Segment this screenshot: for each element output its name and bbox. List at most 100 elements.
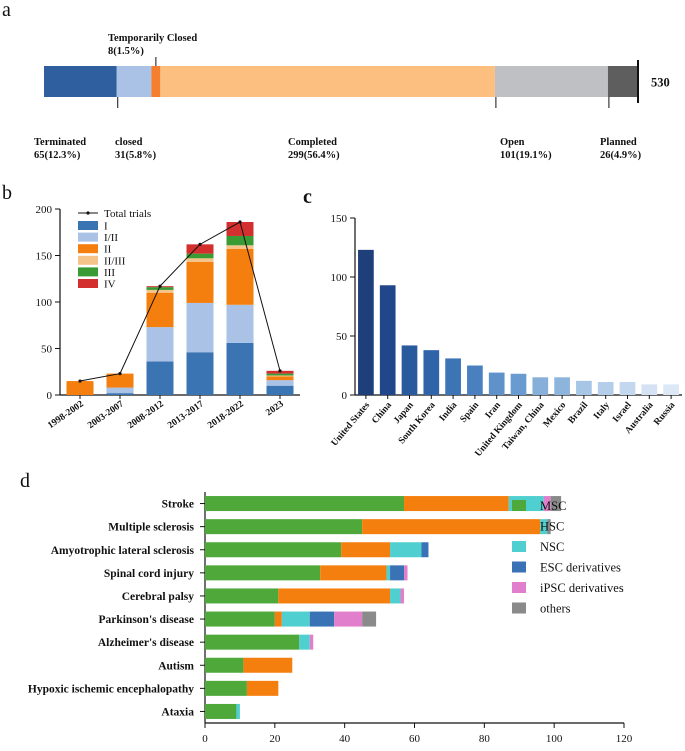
total-trials-point (118, 372, 122, 376)
bar-hsc-spinal-cord-injury (320, 565, 387, 581)
bar-i-ii-2008-2012 (146, 327, 174, 362)
legend-label: Total trials (104, 208, 151, 220)
legend-swatch-ipsc-derivatives (512, 582, 526, 593)
bar-iii-2008-2012 (146, 287, 174, 290)
x-tick-label: China (370, 400, 394, 426)
x-tick-label: 1998-2002 (46, 399, 86, 431)
y-tick-label: 0 (342, 390, 348, 402)
bar-msc-cerebral-palsy (205, 588, 279, 604)
bar-ii-2018-2022 (226, 248, 254, 305)
bar-south-korea (423, 350, 440, 395)
bar-ii-2013-2017 (186, 262, 214, 303)
legend-swatch-nsc (512, 541, 526, 552)
bar-ipsc-derivatives-alzheimer-s-disease (309, 634, 314, 650)
bar-nsc-spinal-cord-injury (386, 565, 391, 581)
bar-segment-open (494, 66, 608, 97)
bar-msc-multiple-sclerosis (205, 519, 363, 535)
x-tick-label: India (438, 400, 460, 423)
bar-msc-autism (205, 657, 244, 673)
bar-esc-derivatives-parkinson-s-disease (309, 611, 335, 627)
bar-spain (467, 365, 483, 395)
x-tick-label: 2023 (264, 399, 286, 418)
bar-segment-closed (116, 66, 152, 97)
bar-china (379, 285, 396, 395)
y-tick-label: 200 (36, 204, 53, 216)
bar-ipsc-derivatives-parkinson-s-disease (334, 611, 363, 627)
bar-ii-2003-2007 (106, 373, 134, 388)
y-tick-label: 50 (336, 331, 348, 343)
bar-msc-stroke (205, 496, 405, 512)
x-tick-label: Italy (592, 400, 612, 421)
bar-ii-iii-2023 (266, 375, 294, 377)
legend-label: IV (104, 279, 116, 291)
y-tick-label: Autism (158, 660, 194, 672)
bar-others-parkinson-s-disease (362, 611, 377, 627)
total-label: 530 (651, 76, 670, 90)
bar-nsc-cerebral-palsy (390, 588, 401, 604)
bar-ipsc-derivatives-cerebral-palsy (400, 588, 405, 604)
segment-label-value: 26(4.9%) (600, 150, 642, 161)
x-tick-label: Brazil (567, 400, 591, 426)
total-trials-point (278, 369, 282, 373)
bar-nsc-ataxia (236, 703, 240, 719)
x-tick-label: 100 (546, 733, 563, 745)
bar-segment-completed (160, 66, 495, 97)
bar-i-ii-2003-2007 (106, 387, 134, 394)
bar-nsc-parkinson-s-disease (281, 611, 310, 627)
bar-hsc-multiple-sclerosis (362, 519, 541, 535)
legend-label: I/II (104, 232, 118, 244)
panel-d-letter: d (20, 470, 30, 492)
bar-russia (663, 384, 679, 395)
legend-swatch-hsc (512, 520, 526, 532)
total-trials-point (238, 220, 242, 224)
bar-i-2018-2022 (226, 342, 254, 395)
segment-label-value: 65(12.3%) (34, 150, 81, 161)
legend-label: iPSC derivatives (540, 581, 624, 595)
bar-msc-alzheimer-s-disease (205, 634, 300, 650)
y-tick-label: 100 (331, 272, 348, 284)
bar-japan (401, 345, 418, 395)
bar-msc-parkinson-s-disease (205, 611, 275, 627)
total-trials-line (79, 221, 281, 382)
panel-c-letter: c (303, 186, 312, 208)
total-trials-point (78, 379, 82, 383)
bar-i-2013-2017 (186, 352, 214, 395)
legend-label: ESC derivatives (540, 561, 621, 575)
bar-iv-2018-2022 (226, 222, 254, 236)
bar-msc-hypoxic-ischemic-encephalopathy (205, 680, 247, 696)
y-tick-label: Hypoxic ischemic encephalopathy (28, 683, 194, 695)
bar-israel (619, 382, 636, 395)
bar-india (445, 358, 461, 395)
bar-iran (488, 372, 505, 395)
legend-label: II (104, 244, 112, 256)
x-tick-label: Iran (484, 400, 504, 421)
y-tick-label: Amyotrophic lateral sclerosis (51, 545, 195, 557)
x-tick-label: 40 (339, 733, 351, 745)
x-tick-label: 20 (269, 733, 281, 745)
total-trials-point (198, 242, 202, 246)
legend-swatch-iii (78, 267, 98, 277)
panel-b-letter: b (2, 182, 12, 204)
x-tick-label: United States (330, 400, 373, 448)
bar-i-ii-2023 (266, 380, 294, 386)
bar-ii-2008-2012 (146, 292, 174, 328)
x-tick-label: 2018-2022 (206, 399, 246, 431)
bar-nsc-alzheimer-s-disease (299, 634, 310, 650)
bar-iii-2018-2022 (226, 235, 254, 246)
legend-label: II/III (104, 255, 126, 267)
bar-i-ii-2018-2022 (226, 304, 254, 343)
x-tick-label: 120 (616, 733, 633, 745)
y-tick-label: Alzheimer's disease (98, 637, 194, 649)
bar-i-2023 (266, 385, 294, 395)
bar-msc-amyotrophic-lateral-sclerosis (205, 542, 342, 558)
segment-label-value: 31(5.8%) (115, 150, 157, 161)
segment-label-value: 299(56.4%) (288, 150, 340, 161)
legend-label: HSC (540, 520, 564, 534)
bar-ii-1998-2002 (66, 381, 94, 395)
x-tick-label: 60 (409, 733, 421, 745)
panel-a-letter: a (2, 0, 11, 21)
y-tick-label: Parkinson's disease (98, 614, 194, 626)
